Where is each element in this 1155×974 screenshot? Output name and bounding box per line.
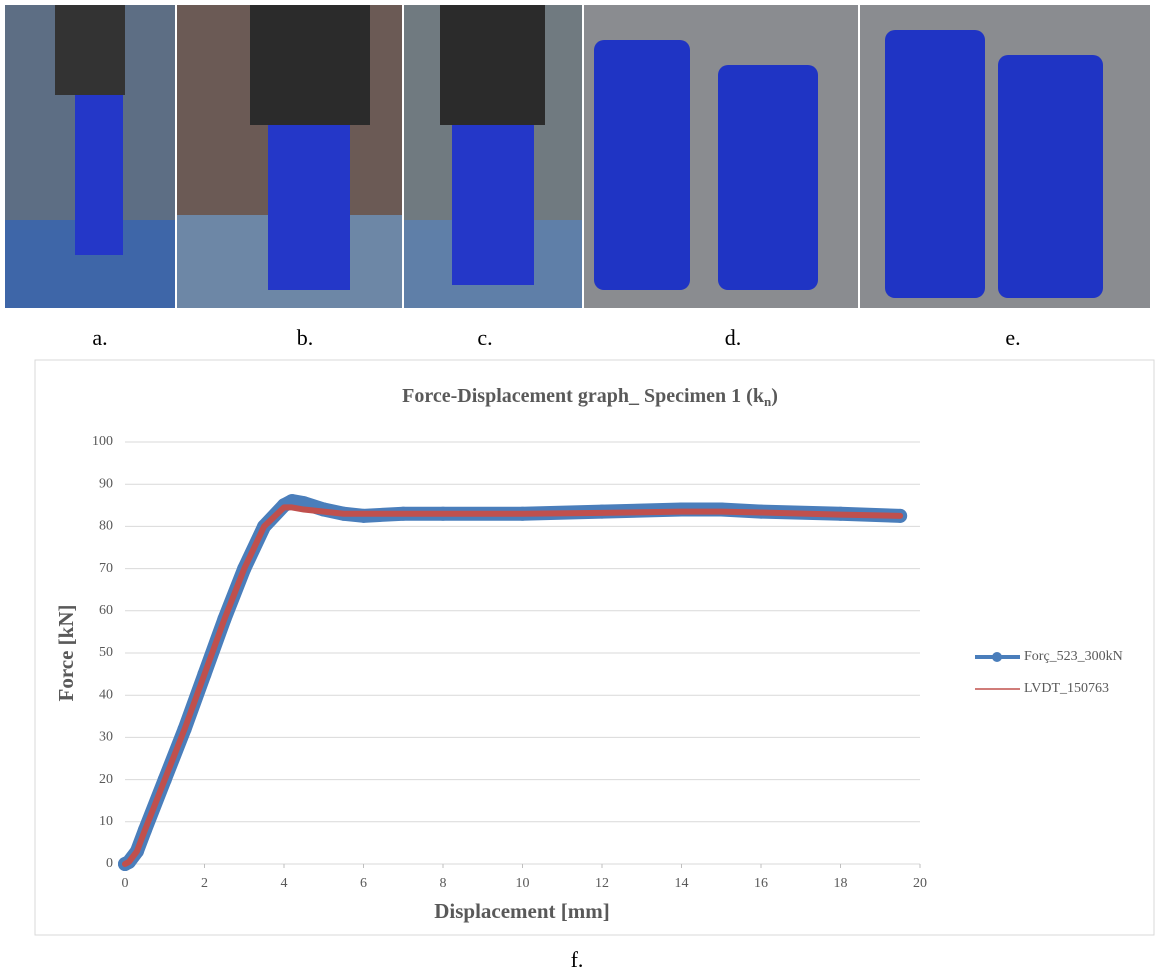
- title-end: ): [771, 385, 778, 407]
- title-subscript: n: [764, 394, 772, 409]
- y-tick-label: 60: [99, 603, 113, 618]
- photo-label: a.: [92, 325, 107, 350]
- x-tick-label: 6: [360, 876, 367, 891]
- photo-label: c.: [477, 325, 492, 350]
- photo-label: d.: [725, 325, 742, 350]
- x-tick-label: 16: [754, 876, 768, 891]
- y-tick-label: 90: [99, 476, 113, 491]
- photos: [5, 5, 1150, 308]
- photo-label: e.: [1005, 325, 1020, 350]
- chart-title: Force-Displacement graph_ Specimen 1 (kn…: [402, 385, 778, 409]
- series-line: [122, 504, 904, 867]
- legend-label: LVDT_150763: [1024, 681, 1109, 696]
- x-tick-label: 14: [675, 876, 689, 891]
- photo-label: b.: [297, 325, 314, 350]
- x-tick-label: 20: [913, 876, 927, 891]
- y-tick-label: 70: [99, 561, 113, 576]
- x-tick-label: 4: [281, 876, 288, 891]
- x-tick-label: 2: [201, 876, 208, 891]
- x-axis-label: Displacement [mm]: [434, 899, 610, 923]
- legend-marker: [992, 652, 1002, 662]
- x-tick-label: 10: [516, 876, 530, 891]
- x-tick-label: 8: [440, 876, 447, 891]
- title-text: Force-Displacement graph_ Specimen 1 (k: [402, 385, 765, 407]
- y-tick-label: 100: [92, 434, 113, 449]
- y-tick-label: 40: [99, 687, 113, 702]
- y-tick-label: 10: [99, 814, 113, 829]
- legend-label: Forç_523_300kN: [1024, 649, 1123, 664]
- x-tick-label: 12: [595, 876, 609, 891]
- y-tick-label: 30: [99, 730, 113, 745]
- y-tick-label: 0: [106, 856, 113, 871]
- chart-frame: [34, 359, 1155, 936]
- y-axis-label: Force [kN]: [54, 605, 78, 702]
- x-tick-label: 0: [122, 876, 129, 891]
- y-tick-label: 20: [99, 772, 113, 787]
- figure-label: f.: [571, 947, 584, 972]
- y-tick-label: 50: [99, 645, 113, 660]
- x-tick-label: 18: [834, 876, 848, 891]
- y-tick-label: 80: [99, 519, 113, 534]
